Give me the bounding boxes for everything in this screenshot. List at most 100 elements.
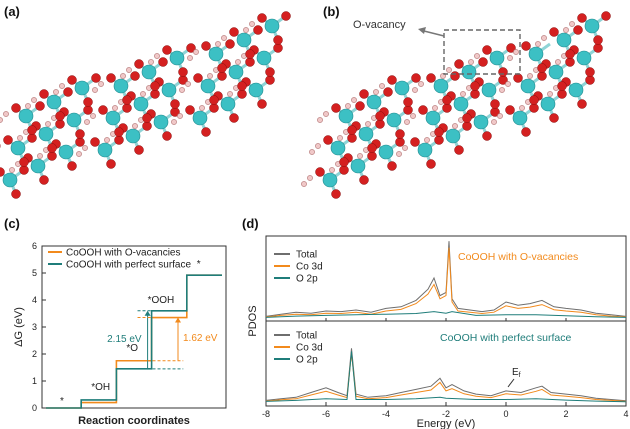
vacancy-arrow-head <box>418 27 426 34</box>
legend-entry: Total <box>296 331 317 342</box>
oxygen-atom <box>134 59 144 69</box>
hydrogen-atom <box>31 97 37 103</box>
x-tick-label: 0 <box>503 409 508 419</box>
oxygen-atom <box>225 39 235 49</box>
oxygen-atom <box>593 35 603 45</box>
oxygen-atom <box>67 161 77 171</box>
hydrogen-atom <box>505 81 511 87</box>
oxygen-atom <box>91 73 101 83</box>
hydrogen-atom <box>45 121 51 127</box>
cobalt-atom <box>520 78 536 94</box>
vacancy-arrow <box>423 30 445 37</box>
cobalt-atom <box>386 112 402 128</box>
oxygen-atom <box>454 59 464 69</box>
cobalt-atom <box>453 96 469 112</box>
hydrogen-atom <box>9 167 15 173</box>
oxygen-atom <box>185 105 195 115</box>
oxygen-atom <box>106 73 116 83</box>
state-label: *OH <box>91 382 110 393</box>
barrier-arrow-head <box>175 317 181 323</box>
oxygen-atom <box>505 105 515 115</box>
cobalt-atom <box>378 144 394 160</box>
cobalt-atom <box>113 78 129 94</box>
subplot-title: CoOOH with O-vacancies <box>458 251 578 263</box>
oxygen-atom <box>315 167 325 177</box>
oxygen-atom <box>237 89 247 99</box>
oxygen-atom <box>253 25 263 35</box>
oxygen-atom <box>383 87 393 97</box>
cobalt-atom <box>481 82 497 98</box>
cobalt-atom <box>473 114 489 130</box>
oxygen-atom <box>193 73 203 83</box>
pdos-line-o-2p <box>265 351 627 403</box>
oxygen-atom <box>142 121 152 131</box>
oxygen-atom <box>257 99 267 109</box>
oxygen-atom <box>395 129 405 139</box>
hydrogen-atom <box>365 121 371 127</box>
legend-entry: O 2p <box>296 274 318 285</box>
oxygen-atom <box>529 95 539 105</box>
oxygen-atom <box>470 89 480 99</box>
panel-label-a: (a) <box>4 4 20 19</box>
pdos-line-co-3d <box>265 352 627 402</box>
y-tick-label: 0 <box>32 403 37 413</box>
hydrogen-atom <box>497 113 503 119</box>
hydrogen-atom <box>148 59 154 65</box>
cobalt-atom <box>366 94 382 110</box>
oxygen-atom <box>375 111 385 121</box>
cobalt-atom <box>417 142 433 158</box>
hydrogen-atom <box>410 113 416 119</box>
oxygen-atom <box>114 127 124 137</box>
oxygen-atom <box>529 103 539 113</box>
hydrogen-atom <box>3 111 9 117</box>
oxygen-atom <box>375 119 385 129</box>
hydrogen-atom <box>171 119 177 125</box>
oxygen-atom <box>355 101 365 111</box>
hydrogen-atom <box>301 181 307 187</box>
hydrogen-atom <box>120 73 126 79</box>
oxygen-atom <box>331 189 341 199</box>
y-axis-label: PDOS <box>247 305 259 336</box>
legend-entry: O 2p <box>296 355 318 366</box>
oxygen-atom <box>557 89 567 99</box>
state-label: * <box>60 396 64 407</box>
cobalt-atom <box>105 110 121 126</box>
legend-entry: CoOOH with perfect surface <box>66 260 191 271</box>
hydrogen-atom <box>412 87 418 93</box>
pdos-chart: -8 -6 -4 -2 0 2 4 Energy (eV) PDOS CoOOH with O-v… <box>247 235 629 429</box>
oxygen-atom <box>367 143 377 153</box>
oxygen-atom <box>403 97 413 107</box>
hydrogen-atom <box>187 55 193 61</box>
oxygen-atom <box>593 43 603 53</box>
hydrogen-atom <box>199 105 205 111</box>
x-tick-label: -8 <box>262 409 270 419</box>
hydrogen-atom <box>177 113 183 119</box>
cobalt-atom <box>141 64 157 80</box>
cobalt-atom <box>30 158 46 174</box>
cobalt-atom <box>228 64 244 80</box>
cobalt-atom <box>548 64 564 80</box>
cobalt-atom <box>161 82 177 98</box>
oxygen-atom <box>426 159 436 169</box>
fermi-subscript: f <box>519 372 521 379</box>
hydrogen-atom <box>357 153 363 159</box>
hydrogen-atom <box>0 143 1 149</box>
hydrogen-atom <box>104 137 110 143</box>
hydrogen-atom <box>404 119 410 125</box>
oxygen-atom <box>339 165 349 175</box>
oxygen-atom <box>498 67 508 77</box>
hydrogen-atom <box>90 113 96 119</box>
cobalt-atom <box>584 18 600 34</box>
x-tick-label: -4 <box>382 409 390 419</box>
oxygen-atom <box>150 89 160 99</box>
oxygen-atom <box>450 71 460 81</box>
cobalt-atom <box>133 96 149 112</box>
oxygen-atom <box>537 63 547 73</box>
oxygen-atom <box>426 73 436 83</box>
hydrogen-atom <box>474 53 480 59</box>
oxygen-atom <box>83 105 93 115</box>
hydrogen-atom <box>221 35 227 41</box>
hydrogen-atom <box>569 21 575 27</box>
oxygen-atom <box>158 57 168 67</box>
hydrogen-atom <box>315 143 321 149</box>
